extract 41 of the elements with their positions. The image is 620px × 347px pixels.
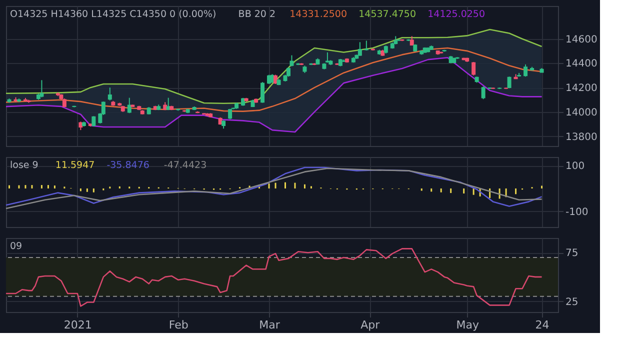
y-tick-label: 14000: [566, 107, 598, 118]
text: -35.8476: [106, 160, 150, 171]
y-tick-label: 13800: [566, 132, 598, 143]
x-tick-label: Apr: [360, 318, 380, 332]
text: 14331.2500: [290, 9, 348, 20]
series-label: 14537.4750: [358, 9, 416, 20]
candlestick: [274, 74, 278, 84]
text: -47.4423: [164, 160, 207, 171]
candlestick: [290, 54, 294, 67]
x-tick-label: 2021: [64, 318, 92, 332]
candlestick: [472, 62, 476, 76]
y-tick-label: 14200: [566, 83, 598, 94]
candlestick: [108, 87, 112, 101]
x-tick-label: 24: [535, 318, 550, 332]
candlestick: [260, 82, 265, 104]
series-label: 11.5947: [55, 160, 95, 171]
x-tick-label: Feb: [168, 318, 188, 332]
line-series: [5, 248, 542, 307]
y-tick-label: 14400: [566, 58, 598, 70]
text: 14125.0250: [428, 9, 486, 20]
candlestick: [40, 80, 44, 98]
legend-title: BB 20 2: [238, 9, 276, 20]
candlestick: [286, 66, 290, 78]
candlestick: [481, 86, 486, 100]
y-tick-label: -100: [566, 206, 588, 218]
line-series: [5, 47, 542, 112]
x-tick-label: Mar: [259, 318, 280, 332]
candlestick: [524, 64, 528, 78]
line-series: [5, 56, 542, 133]
candlestick: [358, 42, 362, 56]
chart-title: 09: [10, 241, 22, 252]
line-series: [5, 28, 542, 104]
x-tick-label: May: [456, 318, 480, 332]
y-tick-label: 25: [566, 296, 578, 308]
y-tick-label: 75: [566, 248, 578, 260]
chart-title: O14325 H14360 L14325 C14350 0 (0.00%): [10, 9, 216, 20]
candlestick: [127, 97, 132, 114]
y-tick-label: 100: [566, 161, 585, 172]
y-tick-label: 14600: [566, 34, 598, 46]
candlestick: [92, 116, 96, 128]
chart-title: lose 9: [10, 160, 38, 171]
